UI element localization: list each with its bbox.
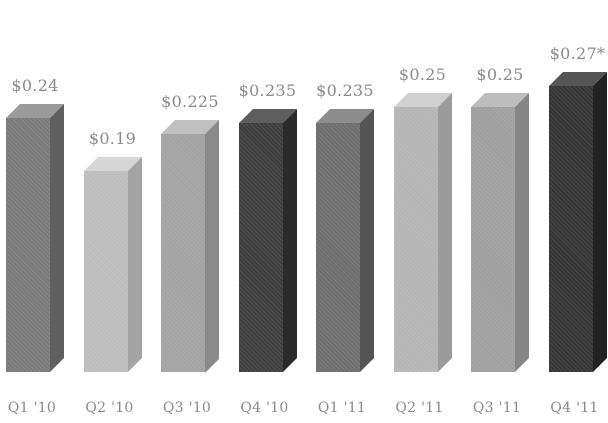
x-tick-label-2: Q2 '10 <box>85 400 134 416</box>
x-tick-label-7: Q3 '11 <box>472 400 522 416</box>
bar-5 <box>316 122 360 372</box>
bar-8 <box>548 85 593 372</box>
bar-4 <box>238 122 283 372</box>
bar-1 <box>6 117 50 372</box>
value-label-7: $0.25 <box>476 65 524 84</box>
value-label-2: $0.19 <box>88 128 137 148</box>
value-label-6: $0.25 <box>398 65 447 84</box>
x-tick-label-6: Q2 '11 <box>395 400 444 416</box>
value-label-8: $0.27* <box>549 43 606 63</box>
bar-6 <box>393 107 438 372</box>
x-tick-label-8: Q4 '11 <box>550 400 599 416</box>
bar-3 <box>161 133 205 372</box>
value-label-3: $0.225 <box>161 91 219 111</box>
x-tick-label-3: Q3 '10 <box>162 400 212 416</box>
bar-2 <box>83 170 128 372</box>
x-tick-label-5: Q1 '11 <box>317 400 367 416</box>
bar-7 <box>471 107 515 372</box>
value-label-1: $0.24 <box>11 75 59 95</box>
x-tick-label-4: Q4 '10 <box>240 400 289 416</box>
value-label-5: $0.235 <box>316 80 374 100</box>
x-tick-label-1: Q1 '10 <box>7 400 57 416</box>
value-label-4: $0.235 <box>238 80 297 100</box>
